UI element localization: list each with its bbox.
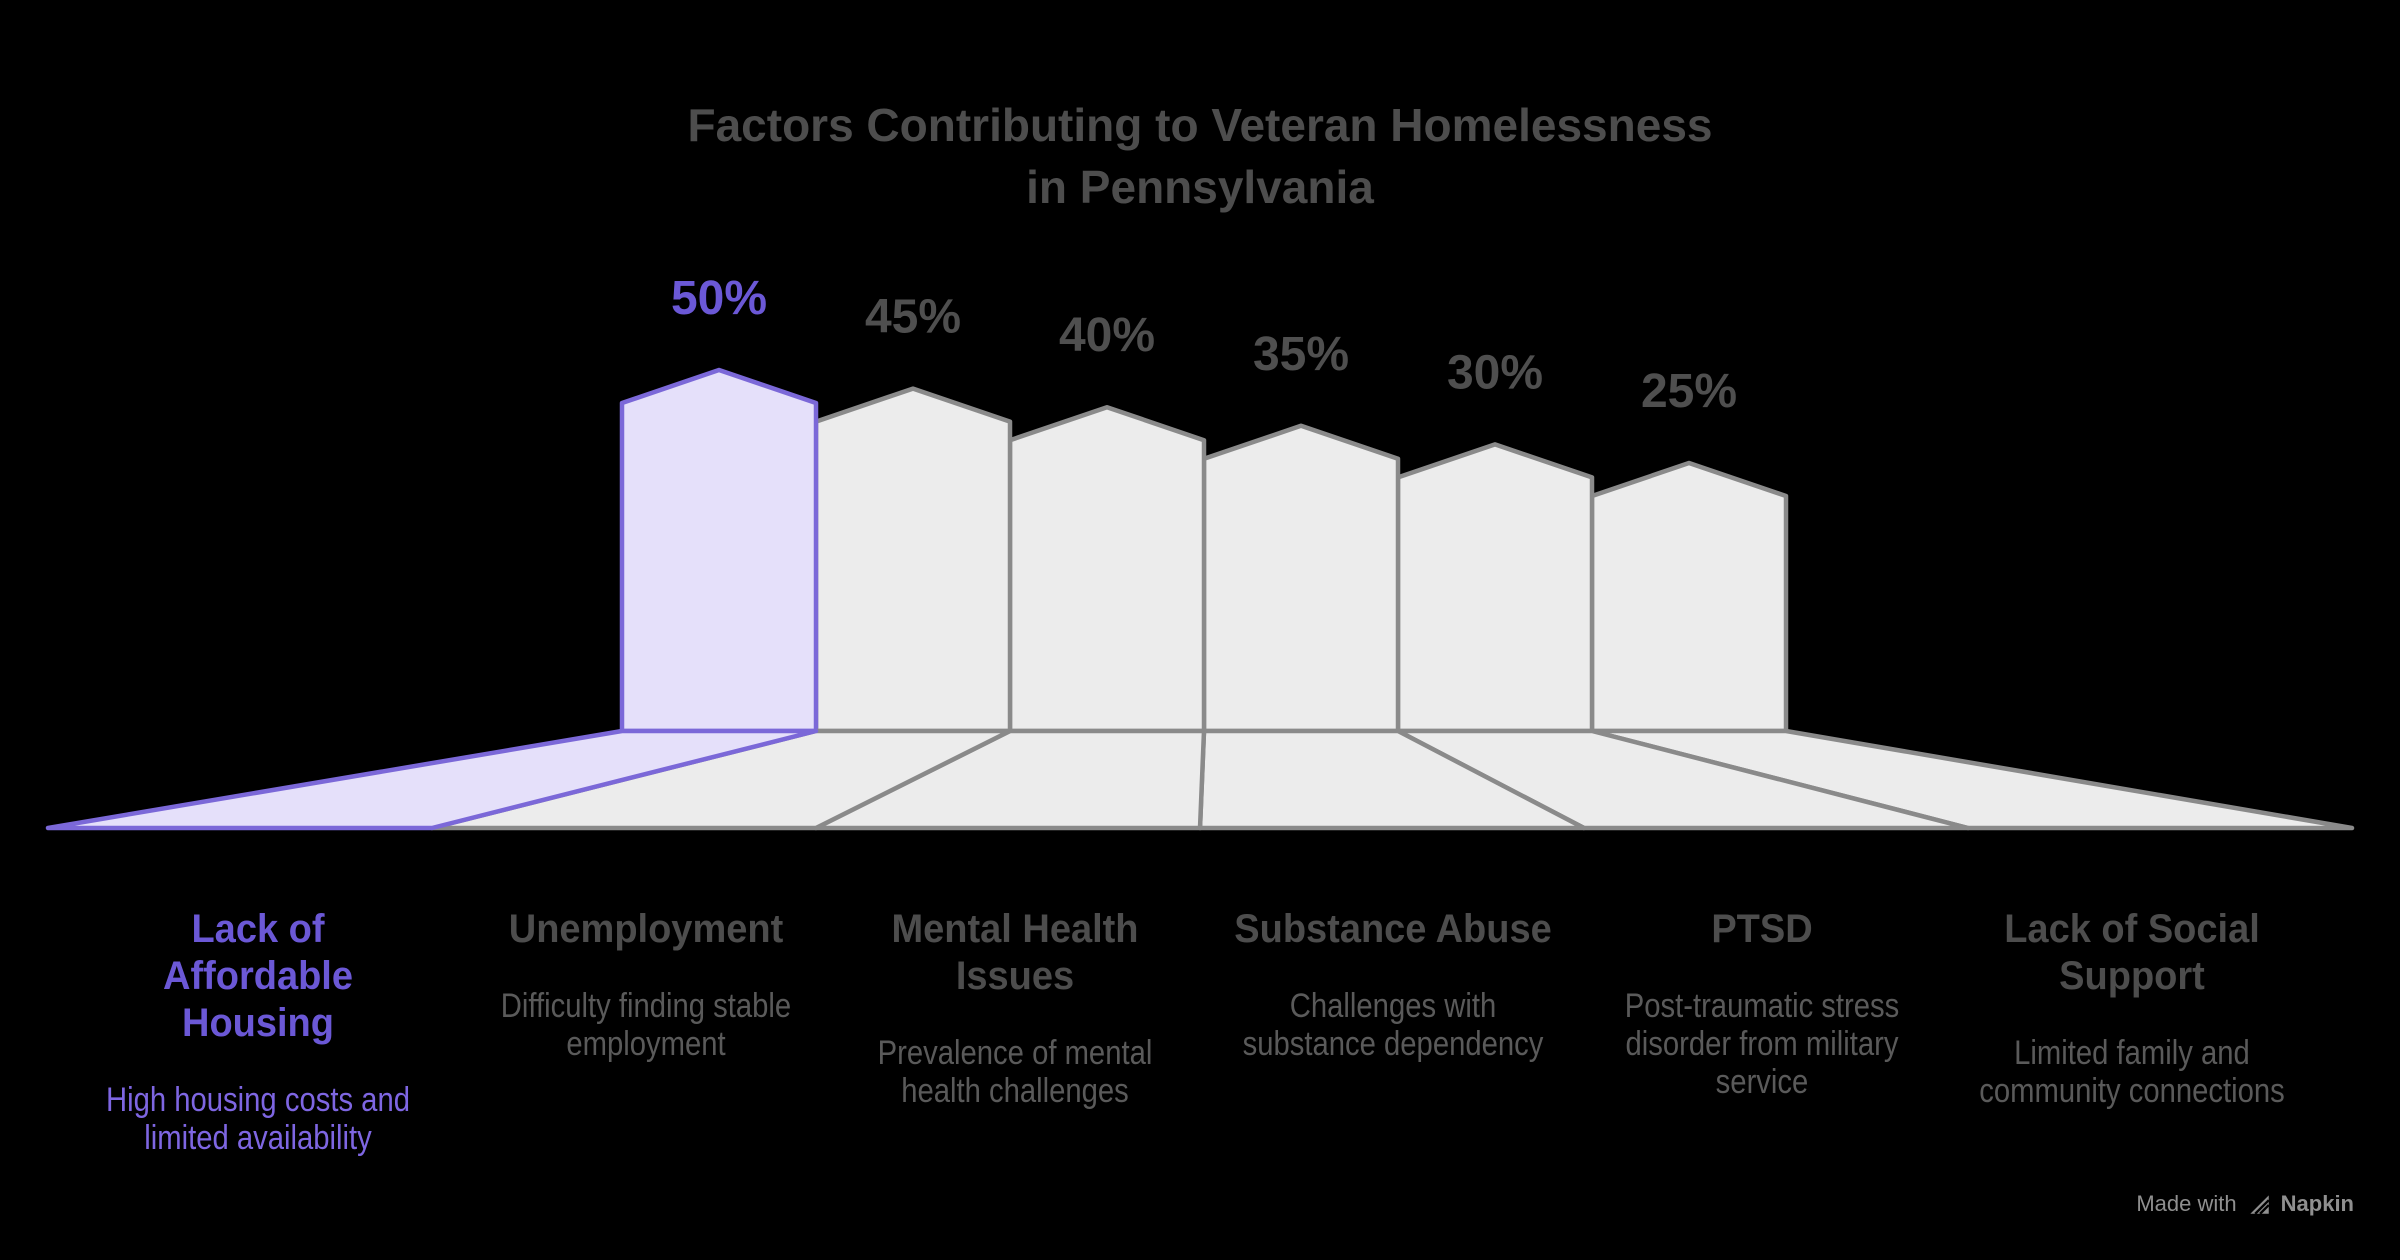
- factor-label-block-3: Substance Abuse Challenges with substance…: [1213, 906, 1573, 1063]
- value-label-2: 40%: [1059, 309, 1155, 362]
- factor-name: Unemployment: [508, 907, 784, 951]
- watermark-brand: Napkin: [2280, 1191, 2354, 1216]
- factor-name: Lack of Affordable Housing: [163, 907, 353, 1045]
- value-label-0: 50%: [671, 272, 767, 325]
- factor-description: Challenges with substance dependency: [1242, 987, 1544, 1063]
- floor-segment-0: [45, 728, 819, 831]
- factor-description: High housing costs and limited availabil…: [106, 1081, 410, 1157]
- value-label-1: 45%: [865, 291, 961, 344]
- value-label-5: 25%: [1641, 365, 1737, 418]
- value-label-3: 35%: [1253, 328, 1349, 381]
- factor-name: Mental Health Issues: [891, 907, 1139, 998]
- factor-description: Post-traumatic stress disorder from mili…: [1624, 987, 1900, 1101]
- factor-label-block-1: Unemployment Difficulty finding stable em…: [466, 906, 826, 1063]
- chart-title: Factors Contributing to Veteran Homeless…: [687, 99, 1713, 213]
- factor-label-block-0: Lack of Affordable Housing High housing c…: [78, 906, 438, 1157]
- factor-name: PTSD: [1711, 907, 1813, 951]
- factor-label-block-4: PTSD Post-traumatic stress disorder from …: [1582, 906, 1942, 1101]
- napkin-logo-icon: [2249, 1195, 2270, 1215]
- watermark-text: Made with: [2136, 1191, 2237, 1216]
- factor-name: Lack of Social Support: [2004, 907, 2260, 998]
- factor-name: Substance Abuse: [1234, 907, 1552, 951]
- factor-description: Prevalence of mental health challenges: [877, 1034, 1153, 1110]
- factor-description: Limited family and community connections: [1979, 1034, 2285, 1110]
- factor-label-block-5: Lack of Social Support Limited family and…: [1952, 906, 2312, 1110]
- value-label-4: 30%: [1447, 346, 1543, 399]
- factor-label-block-2: Mental Health Issues Prevalence of mental…: [835, 906, 1195, 1110]
- factor-description: Difficulty finding stable employment: [500, 987, 792, 1063]
- watermark: Made with Napkin: [2136, 1186, 2354, 1222]
